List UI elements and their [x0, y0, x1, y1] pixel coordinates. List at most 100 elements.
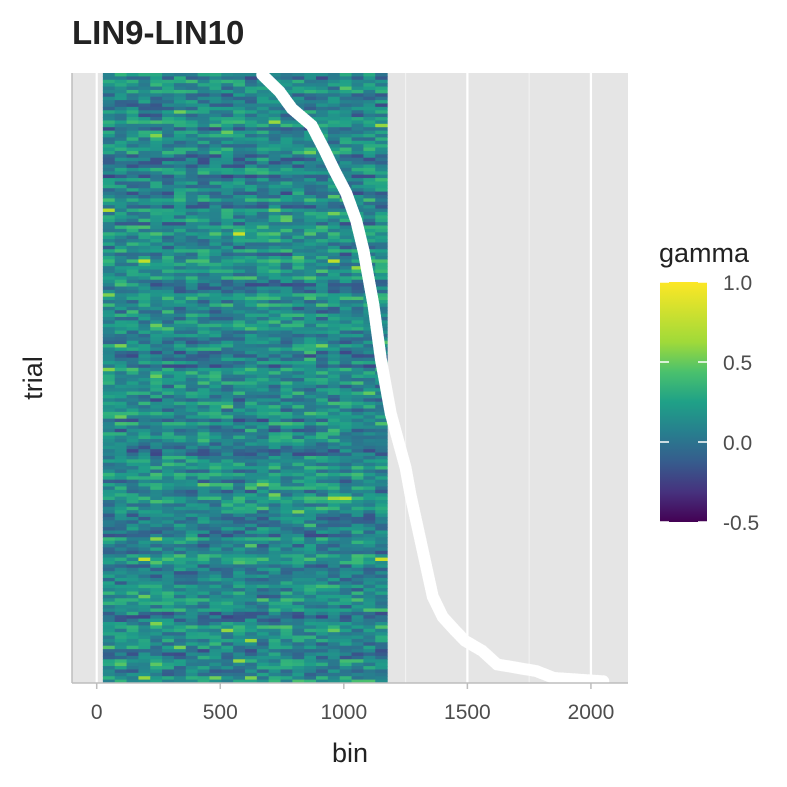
heatmap-cell	[162, 449, 175, 454]
heatmap-cell	[221, 381, 234, 386]
heatmap-cell	[292, 154, 305, 159]
heatmap-cell	[292, 333, 305, 338]
heatmap-cell	[304, 544, 317, 549]
heatmap-cell	[327, 150, 341, 155]
heatmap-cell	[280, 205, 293, 210]
heatmap-cell	[292, 635, 305, 640]
heatmap-cell	[221, 662, 234, 667]
heatmap-cell	[150, 127, 163, 132]
heatmap-cell	[126, 537, 140, 542]
heatmap-cell	[114, 76, 128, 81]
heatmap-cell	[197, 577, 211, 582]
heatmap-cell	[209, 432, 222, 437]
heatmap-cell	[375, 401, 388, 406]
heatmap-cell	[150, 313, 163, 318]
heatmap-cell	[233, 571, 246, 576]
heatmap-cell	[209, 140, 222, 145]
heatmap-cell	[256, 364, 270, 369]
heatmap-cell	[375, 211, 388, 216]
heatmap-cell	[162, 459, 175, 464]
heatmap-cell	[351, 76, 364, 81]
heatmap-cell	[304, 178, 317, 183]
heatmap-cell	[280, 561, 293, 565]
heatmap-cell	[173, 479, 187, 484]
heatmap-cell	[162, 140, 175, 145]
heatmap-cell	[363, 537, 376, 542]
heatmap-cell	[114, 574, 128, 579]
heatmap-cell	[138, 235, 151, 240]
heatmap-cell	[316, 218, 329, 223]
heatmap-cell	[280, 184, 293, 189]
heatmap-cell	[363, 472, 376, 477]
heatmap-cell	[244, 486, 258, 491]
heatmap-cell	[363, 628, 376, 633]
heatmap-cell	[327, 571, 341, 576]
heatmap-cell	[102, 120, 116, 125]
heatmap-cell	[173, 117, 187, 122]
heatmap-cell	[351, 618, 364, 623]
heatmap-cell	[114, 500, 128, 504]
heatmap-cell	[233, 398, 246, 403]
heatmap-cell	[150, 635, 163, 640]
heatmap-cell	[150, 483, 163, 488]
heatmap-cell	[327, 113, 341, 118]
heatmap-cell	[327, 564, 341, 569]
heatmap-cell	[197, 83, 211, 88]
heatmap-cell	[327, 445, 341, 450]
heatmap-cell	[173, 340, 187, 345]
heatmap-cell	[126, 574, 140, 579]
heatmap-cell	[375, 571, 388, 576]
heatmap-cell	[150, 222, 163, 227]
heatmap-cell	[197, 256, 211, 260]
heatmap-cell	[339, 391, 353, 396]
heatmap-cell	[304, 645, 317, 650]
heatmap-cell	[185, 350, 199, 355]
heatmap-cell	[268, 215, 282, 220]
heatmap-cell	[363, 188, 376, 193]
heatmap-cell	[150, 364, 163, 369]
heatmap-cell	[185, 666, 199, 671]
heatmap-cell	[173, 452, 187, 457]
heatmap-cell	[197, 598, 211, 603]
heatmap-cell	[102, 564, 116, 569]
heatmap-cell	[185, 364, 199, 369]
heatmap-cell	[339, 337, 353, 342]
heatmap-cell	[339, 384, 353, 389]
heatmap-cell	[173, 256, 187, 260]
heatmap-cell	[292, 130, 305, 135]
heatmap-cell	[351, 652, 364, 657]
heatmap-cell	[209, 598, 222, 603]
heatmap-cell	[339, 249, 353, 254]
heatmap-cell	[138, 622, 151, 626]
heatmap-cell	[256, 628, 270, 633]
heatmap-cell	[138, 93, 151, 98]
heatmap-cell	[126, 279, 140, 284]
heatmap-cell	[268, 106, 282, 111]
heatmap-cell	[256, 398, 270, 403]
heatmap-cell	[185, 476, 199, 481]
heatmap-cell	[244, 184, 258, 189]
heatmap-cell	[185, 354, 199, 359]
heatmap-cell	[162, 601, 175, 606]
heatmap-cell	[316, 520, 329, 525]
heatmap-cell	[162, 320, 175, 325]
heatmap-cell	[304, 533, 317, 538]
heatmap-cell	[126, 452, 140, 457]
heatmap-cell	[221, 367, 234, 372]
heatmap-cell	[173, 198, 187, 203]
heatmap-cell	[173, 205, 187, 210]
heatmap-cell	[375, 625, 388, 630]
heatmap-cell	[339, 669, 353, 674]
heatmap-cell	[292, 256, 305, 260]
heatmap-cell	[351, 378, 364, 382]
heatmap-cell	[209, 262, 222, 267]
heatmap-cell	[351, 350, 364, 355]
heatmap-cell	[150, 669, 163, 674]
heatmap-cell	[280, 483, 293, 488]
heatmap-cell	[209, 506, 222, 511]
heatmap-cell	[327, 605, 341, 610]
heatmap-cell	[138, 615, 151, 620]
heatmap-cell	[126, 225, 140, 230]
heatmap-cell	[162, 405, 175, 410]
heatmap-cell	[233, 411, 246, 416]
